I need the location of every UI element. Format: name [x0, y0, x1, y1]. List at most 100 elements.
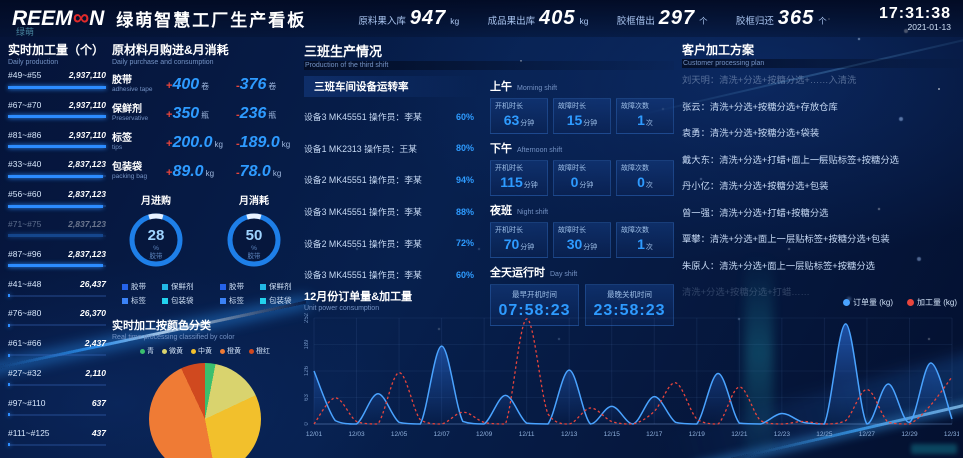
- chart-legend-dot: [907, 299, 914, 306]
- production-row-line: #76~#80 26,370: [8, 308, 106, 318]
- consumed-unit: kg: [281, 139, 291, 149]
- day-time-boxes: 最早开机时间 07:58:23 最晚关机时间 23:58:23: [490, 284, 674, 326]
- donut-legend: 胶带 保鲜剂 标签 包装袋: [112, 281, 200, 306]
- equipment-row: 设备3 MK45551 操作员：李某 60%: [304, 259, 478, 291]
- production-value: 26,437: [80, 278, 106, 289]
- material-purchased: +400 卷: [166, 76, 236, 94]
- equipment-name: 设备3 MK45551 操作员：李某: [304, 207, 422, 218]
- svg-text:12/29: 12/29: [901, 431, 918, 438]
- stat-box-number: 30: [566, 236, 583, 252]
- panel-title: 原材料月购进&月消耗: [112, 43, 229, 57]
- header-stats: 原料果入库 947 kg 成品果出库 405 kg 胶框借出 297 个胶框归还 365 个: [344, 7, 841, 30]
- chart-legend-label: 订单量 (kg): [853, 298, 893, 307]
- customer-row: 丹小亿：清洗+分选+按糖分选+包装: [682, 181, 829, 191]
- pie-legend-label: 橙黄: [227, 348, 241, 355]
- shift-name-en: Afternoon shift: [517, 147, 563, 154]
- production-row-line: #33~#40 2,837,123: [8, 159, 106, 169]
- stat-label: 成品果出库: [487, 16, 536, 27]
- panel-subtitle: Real time processing classified by color: [112, 334, 235, 341]
- watermark: [911, 444, 957, 454]
- svg-text:63: 63: [304, 394, 310, 401]
- panel-subtitle: Customer processing plan: [682, 59, 960, 68]
- material-name-en: adhesive tape: [112, 86, 153, 93]
- donut-legend: 胶带 保鲜剂标签 包装袋: [210, 281, 298, 306]
- legend-item: 标签: [122, 295, 160, 306]
- production-value: 2,837,123: [68, 218, 106, 229]
- pie-legend-dot: [220, 348, 225, 354]
- plus-sign: +: [166, 108, 173, 121]
- production-row: #61~#66 2,437: [8, 338, 106, 368]
- plus-sign: +: [166, 137, 173, 150]
- legend-swatch: [162, 283, 168, 290]
- svg-text:12/07: 12/07: [433, 431, 450, 438]
- header-stat: 原料果入库 947 kg: [358, 7, 459, 30]
- legend-label: 保鲜剂: [269, 282, 292, 291]
- pie-legend-dot: [140, 348, 145, 354]
- day-shift-subtitle: Day shift: [550, 271, 578, 278]
- customer-row: 覃攀：清洗+分选+面上一层贴标签+按糖分选+包装: [682, 234, 890, 244]
- stat-box-number: 115: [500, 174, 523, 190]
- svg-text:12/31: 12/31: [944, 431, 959, 438]
- material-name-cn: 胶带: [112, 75, 132, 86]
- legend-swatch: [220, 283, 226, 290]
- shift-name-en: Morning shift: [517, 85, 558, 92]
- material-name: 包装袋 packing bag: [112, 163, 166, 181]
- stat-box-unit: 次: [645, 182, 653, 189]
- pie-legend-item: 橙红: [249, 346, 270, 356]
- consumed-value: 189.0: [239, 133, 280, 151]
- shift-stat-box: 故障次数 1次: [616, 98, 674, 134]
- production-row: #111~#125 437: [8, 428, 106, 458]
- svg-text:12/01: 12/01: [306, 431, 323, 438]
- panel-subtitle: Unit power consumption: [304, 305, 380, 312]
- equipment-list: 设备3 MK45551 操作员：李某 60% 设备1 MK2313 操作员：王某 80…: [304, 101, 478, 291]
- grade-range: #67~#70: [8, 99, 42, 110]
- stat-box-label: 故障时长: [558, 165, 586, 172]
- pie-legend: 青 微黄 中黄 橙黄 橙红: [112, 346, 298, 356]
- legend-item: 胶带: [220, 281, 258, 292]
- stat-box-label: 故障时长: [558, 103, 586, 110]
- stat-box-label: 故障次数: [621, 103, 649, 110]
- svg-text:%: %: [153, 245, 159, 252]
- pie-legend-item: 微黄: [162, 346, 183, 356]
- grade-range: #49~#55: [8, 70, 42, 80]
- customer-row: 刘天明：清洗+分选+按糖分选+……入清洗: [682, 75, 857, 85]
- header: REEM∞N 绿萌 绿萌智慧工厂生产看板 原料果入库 947 kg 成品果出库 405 k…: [0, 0, 963, 37]
- shift-stat-box: 故障次数 1次: [616, 222, 674, 258]
- material-name: 标签 tips: [112, 134, 166, 152]
- shift-header: 上午 Morning shift: [490, 78, 674, 94]
- shift-columns: 三班车间设备运转率 设备3 MK45551 操作员：李某 60% 设备1 MK231…: [304, 76, 674, 326]
- production-bar-fill: [8, 115, 106, 119]
- equipment-header: 三班车间设备运转率: [304, 76, 478, 97]
- plus-sign: +: [166, 166, 173, 179]
- legend-label: 标签: [229, 296, 244, 305]
- pie-legend-dot: [191, 348, 196, 354]
- grade-range: #71~#75: [8, 218, 42, 229]
- consumed-value: 376: [239, 75, 267, 93]
- production-row-line: #41~#48 26,437: [8, 279, 106, 289]
- production-bar-track: [8, 264, 106, 268]
- color-pie-chart: [149, 363, 261, 458]
- stat-unit: 个: [699, 16, 708, 26]
- production-value: 637: [91, 397, 106, 408]
- orders-line-chart: 12/01 12/03 12/05 12/07 12/09 12/11 12/13 12/15…: [304, 312, 961, 438]
- shift-stat-box: 开机时长 70分钟: [490, 222, 548, 258]
- equipment-name: 设备2 MK45551 操作员：李某: [304, 238, 422, 249]
- legend-label: 包装袋: [269, 296, 292, 305]
- stat-box-value: 70分钟: [495, 236, 543, 254]
- grade-range: #27~#32: [8, 367, 42, 378]
- production-bar-fill: [8, 234, 103, 238]
- production-row: #56~#60 2,837,123: [8, 189, 106, 219]
- shift-stat-box: 故障时长 0分钟: [553, 160, 611, 196]
- pie-legend-dot: [162, 348, 167, 354]
- grade-range: #81~#86: [8, 129, 42, 140]
- stat-box-value: 15分钟: [558, 112, 606, 130]
- production-value: 2,937,110: [68, 129, 106, 140]
- panel-title: 实时加工量（个）: [8, 43, 105, 57]
- minus-sign: -: [236, 166, 240, 179]
- stat-label: 原料果入库: [358, 16, 406, 27]
- stat-box-label: 故障次数: [621, 165, 649, 172]
- stat-label: 胶框归还: [735, 16, 774, 27]
- pie-legend-label: 中黄: [198, 348, 212, 355]
- legend-label: 包装袋: [171, 296, 194, 305]
- purchased-unit: 卷: [201, 81, 210, 91]
